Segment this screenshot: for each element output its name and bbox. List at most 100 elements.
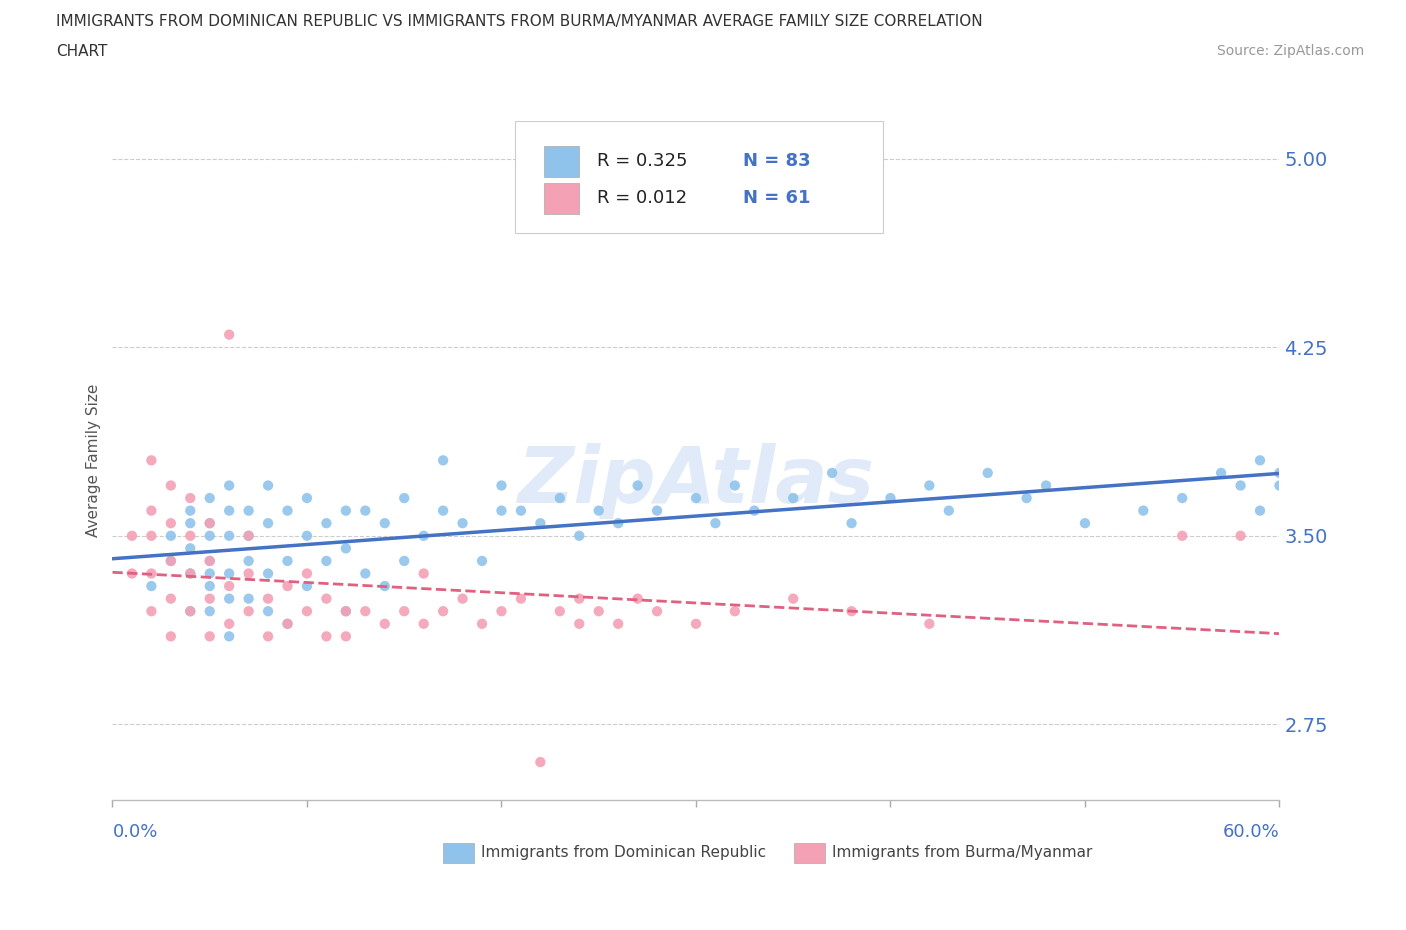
Point — [315, 553, 337, 568]
Point — [218, 578, 240, 593]
Point — [179, 491, 201, 506]
Point — [141, 453, 163, 468]
Point — [238, 591, 260, 606]
Point — [160, 553, 183, 568]
Point — [198, 578, 221, 593]
Point — [179, 604, 201, 618]
Point — [1268, 478, 1291, 493]
Text: 0.0%: 0.0% — [112, 823, 157, 842]
Point — [918, 478, 941, 493]
Point — [374, 578, 396, 593]
Point — [141, 566, 163, 581]
Point — [491, 604, 513, 618]
Point — [198, 553, 221, 568]
Point — [742, 503, 765, 518]
Point — [724, 604, 747, 618]
Point — [315, 629, 337, 644]
Point — [607, 617, 630, 631]
Point — [198, 604, 221, 618]
Point — [160, 629, 183, 644]
Point — [588, 503, 610, 518]
Point — [160, 478, 183, 493]
Point — [198, 591, 221, 606]
Text: R = 0.325: R = 0.325 — [596, 152, 688, 170]
Point — [412, 617, 434, 631]
Bar — [544, 183, 579, 214]
Point — [392, 553, 416, 568]
Point — [548, 491, 571, 506]
Point — [218, 327, 240, 342]
Point — [141, 528, 163, 543]
Point — [238, 604, 260, 618]
Point — [1035, 478, 1057, 493]
Point — [491, 503, 513, 518]
Point — [121, 566, 143, 581]
Point — [179, 566, 201, 581]
Point — [238, 566, 260, 581]
Point — [238, 528, 260, 543]
Text: Source: ZipAtlas.com: Source: ZipAtlas.com — [1216, 44, 1364, 58]
Text: 60.0%: 60.0% — [1223, 823, 1279, 842]
Point — [179, 516, 201, 531]
Point — [451, 516, 474, 531]
Point — [529, 516, 551, 531]
Point — [198, 629, 221, 644]
Point — [1015, 491, 1038, 506]
Point — [198, 516, 221, 531]
Point — [432, 604, 454, 618]
Point — [1268, 466, 1291, 481]
Point — [529, 754, 551, 769]
Point — [218, 503, 240, 518]
Point — [315, 591, 337, 606]
Point — [938, 503, 960, 518]
Point — [257, 516, 280, 531]
Y-axis label: Average Family Size: Average Family Size — [86, 384, 101, 537]
Text: N = 61: N = 61 — [742, 190, 810, 207]
Point — [257, 591, 280, 606]
Point — [218, 528, 240, 543]
Point — [335, 503, 357, 518]
Point — [354, 604, 377, 618]
Point — [198, 566, 221, 581]
Point — [568, 591, 591, 606]
Point — [432, 503, 454, 518]
Point — [782, 491, 804, 506]
Point — [704, 516, 727, 531]
Point — [1171, 528, 1194, 543]
Point — [645, 503, 668, 518]
Point — [218, 478, 240, 493]
Point — [976, 466, 998, 481]
Point — [179, 604, 201, 618]
Point — [160, 553, 183, 568]
Point — [645, 604, 668, 618]
Point — [354, 566, 377, 581]
Point — [179, 503, 201, 518]
Point — [1229, 528, 1251, 543]
Point — [295, 566, 318, 581]
Point — [412, 566, 434, 581]
Point — [179, 566, 201, 581]
Point — [160, 591, 183, 606]
Point — [295, 528, 318, 543]
Point — [724, 478, 747, 493]
Point — [276, 617, 298, 631]
Text: ZipAtlas: ZipAtlas — [517, 443, 875, 519]
Point — [841, 516, 863, 531]
Point — [238, 553, 260, 568]
Point — [782, 591, 804, 606]
Point — [218, 617, 240, 631]
Point — [276, 578, 298, 593]
Point — [841, 604, 863, 618]
Point — [918, 617, 941, 631]
Point — [295, 604, 318, 618]
Point — [257, 566, 280, 581]
Point — [471, 553, 494, 568]
Point — [374, 516, 396, 531]
Point — [315, 516, 337, 531]
Point — [179, 528, 201, 543]
Point — [568, 528, 591, 543]
Point — [335, 541, 357, 556]
Point — [218, 591, 240, 606]
Point — [257, 478, 280, 493]
Text: IMMIGRANTS FROM DOMINICAN REPUBLIC VS IMMIGRANTS FROM BURMA/MYANMAR AVERAGE FAMI: IMMIGRANTS FROM DOMINICAN REPUBLIC VS IM… — [56, 14, 983, 29]
